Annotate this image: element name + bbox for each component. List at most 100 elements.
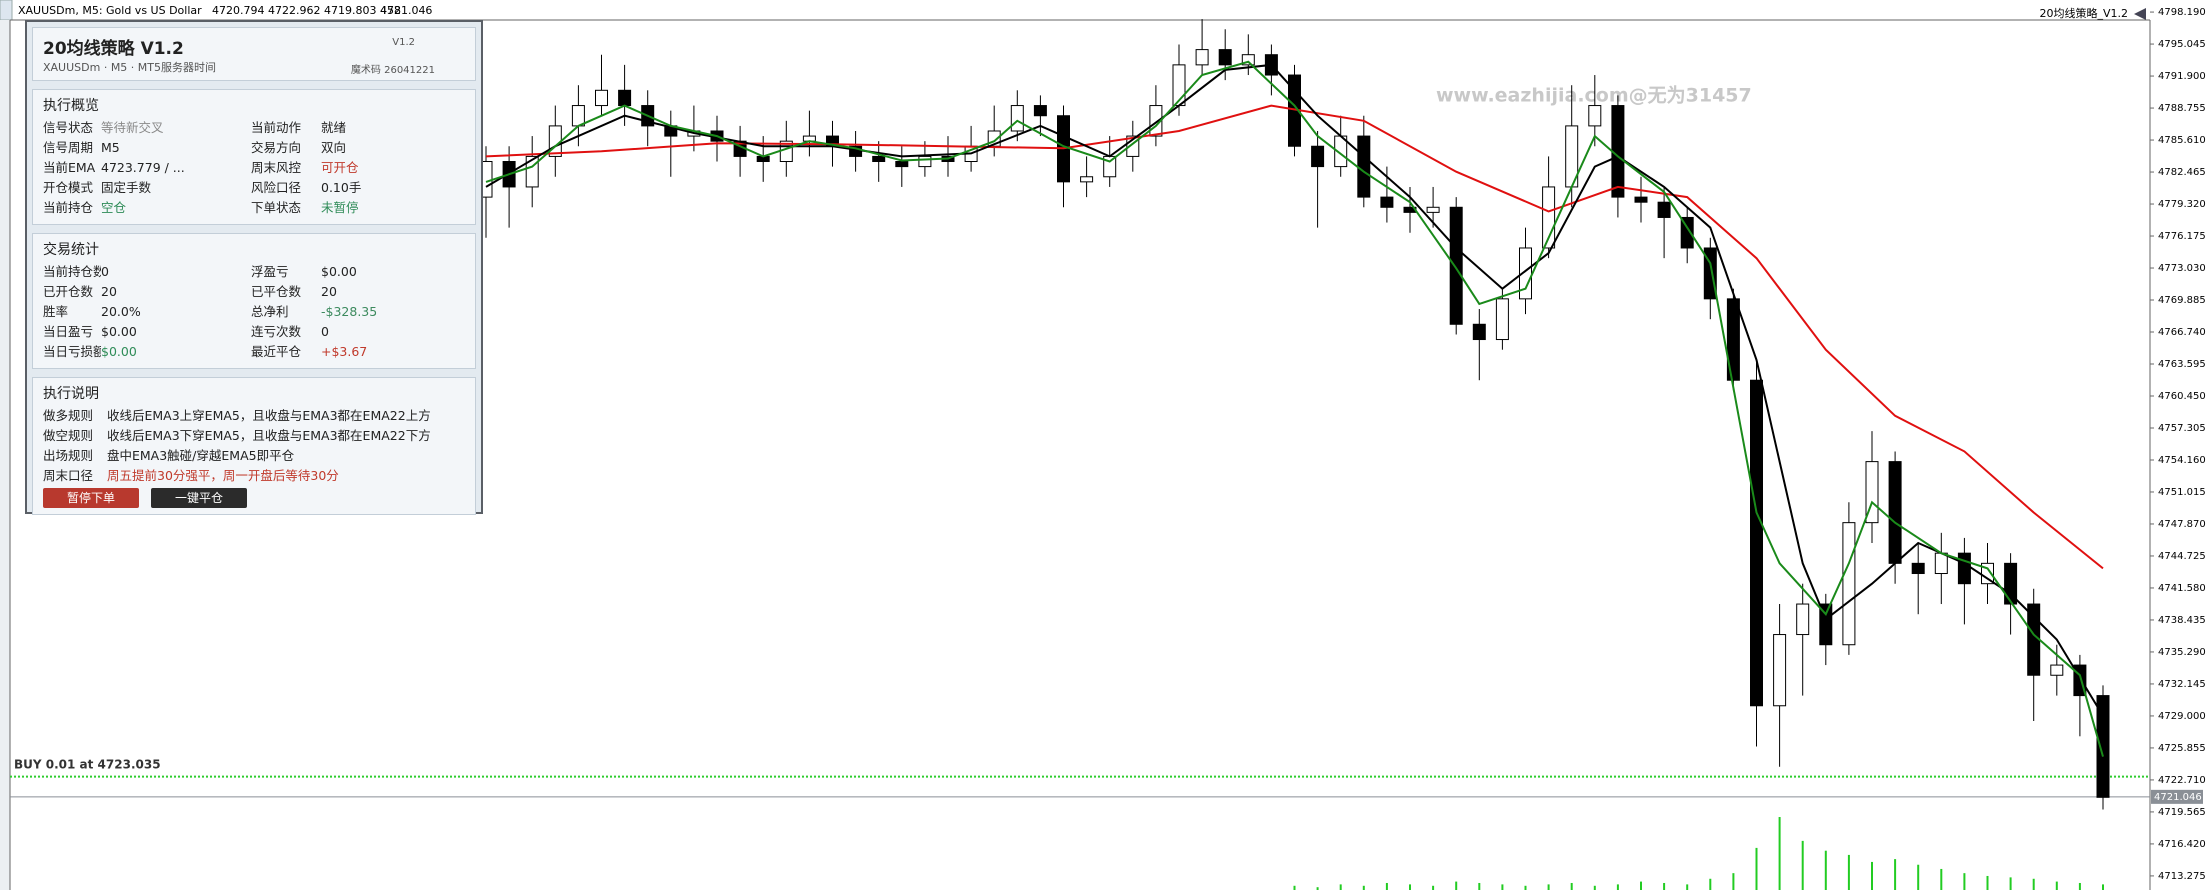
title-bar — [0, 0, 2208, 20]
y-tick-label: 4779.320 — [2158, 199, 2206, 210]
item-label: 最近平仓 — [251, 344, 302, 359]
item-label: 出场规则 — [43, 448, 94, 463]
candle-body — [1657, 201, 1671, 218]
volume-bar — [1986, 875, 1989, 890]
panel-button[interactable]: 一键平仓 — [151, 488, 247, 508]
y-tick-label: 4751.015 — [2158, 487, 2206, 498]
volume-bar — [2102, 884, 2104, 890]
item-label: 当日亏损额 — [43, 344, 101, 359]
item-value: 20 — [321, 284, 337, 299]
button-row: 暂停下单 一键平仓 — [43, 488, 465, 508]
section-grid: 信号状态 等待新交叉 当前动作 就绪 信号周期 M5 交易方向 双向 当前EMA 4723.779… — [43, 118, 465, 218]
item-value: 收线后EMA3上穿EMA5，且收盘与EMA3都在EMA22上方 — [107, 408, 431, 423]
volume-bar — [1963, 873, 1966, 890]
panel-section: 执行说明 做多规则 收线后EMA3上穿EMA5，且收盘与EMA3都在EMA22上方做… — [32, 377, 476, 515]
item-label: 开仓模式 — [43, 180, 94, 195]
candle-body — [1796, 603, 1810, 636]
item-value: M5 — [101, 140, 120, 155]
section-heading: 执行概览 — [43, 98, 99, 114]
candle-body — [571, 105, 585, 127]
candle-body — [2004, 562, 2018, 605]
item-label: 已平仓数 — [251, 284, 302, 299]
item-label: 信号周期 — [43, 140, 94, 155]
y-tick-label: 4769.885 — [2158, 295, 2206, 306]
volume-bar — [1824, 850, 1827, 890]
volume-bar — [1709, 878, 1712, 890]
panel-subtitle: XAUUSDm · M5 · MT5服务器时间 — [43, 61, 217, 74]
item-label: 交易方向 — [251, 140, 302, 155]
volume-bar — [2055, 881, 2058, 890]
y-tick-label: 4744.725 — [2158, 551, 2206, 562]
item-value: 双向 — [321, 140, 347, 155]
item-value: 20 — [101, 284, 117, 299]
y-tick-label: 4776.175 — [2158, 231, 2206, 242]
item-value: 0 — [321, 324, 329, 339]
watermark: www.eazhijia.com@无为31457 — [1436, 84, 1752, 107]
ma-line — [485, 63, 2104, 717]
order-label: BUY 0.01 at 4723.035 — [14, 758, 161, 772]
last-price-tag — [2151, 789, 2203, 804]
item-value: -$328.35 — [321, 304, 378, 319]
volume-bar — [2009, 877, 2012, 890]
candle-body — [1472, 323, 1486, 341]
candle-body — [1010, 105, 1024, 132]
candle-body — [918, 155, 932, 168]
y-tick-label: 4782.465 — [2158, 167, 2206, 178]
item-value: $0.00 — [101, 324, 137, 339]
item-label: 做空规则 — [43, 428, 94, 443]
candle-body — [2027, 603, 2041, 676]
panel-magic: 魔术码 26041221 — [350, 65, 435, 76]
volume-bar — [1293, 885, 1296, 890]
panel-button[interactable]: 暂停下单 — [43, 488, 139, 508]
ohlc-text: 4720.794 4722.962 4719.803 4721.046 — [212, 4, 432, 17]
candle-body — [1680, 216, 1694, 249]
candle-body — [1311, 145, 1325, 168]
y-tick-label: 4722.710 — [2158, 775, 2206, 786]
candle-body — [1634, 196, 1648, 203]
indicator-name: 20均线策略_V1.2 — [2039, 6, 2128, 20]
volume-bar — [1663, 882, 1666, 890]
volume-bar — [1894, 859, 1897, 890]
strategy-panel: 20均线策略 V1.2 V1.2 XAUUSDm · M5 · MT5服务器时间… — [25, 20, 483, 515]
section-heading: 交易统计 — [43, 242, 99, 258]
candle-body — [1495, 298, 1509, 341]
candle-body — [1080, 176, 1094, 183]
y-tick-label: 4763.595 — [2158, 359, 2206, 370]
y-tick-label: 4713.275 — [2158, 871, 2206, 882]
volume-bar — [1801, 840, 1804, 890]
item-label: 周末风控 — [251, 160, 302, 175]
panel-version: V1.2 — [392, 37, 415, 48]
volume-bar — [2032, 878, 2035, 890]
candle-body — [1865, 461, 1879, 524]
item-value: 固定手数 — [101, 180, 152, 195]
ma-line — [485, 60, 2104, 757]
panel-section: 执行概览 信号状态 等待新交叉 当前动作 就绪 信号周期 M5 交易方向 双向 当前EMA 4723… — [32, 89, 476, 225]
volume-bar — [1432, 885, 1435, 890]
candle-body — [1726, 298, 1740, 381]
item-label: 下单状态 — [251, 200, 302, 215]
volume-bar — [2078, 882, 2081, 890]
candle-body — [1911, 562, 1925, 575]
item-value: 等待新交叉 — [101, 120, 164, 135]
y-tick-label: 4757.305 — [2158, 423, 2206, 434]
volume-bar — [1732, 873, 1735, 890]
y-tick-label: 4788.755 — [2158, 103, 2206, 114]
y-tick-label: 4741.580 — [2158, 583, 2206, 594]
volume-bar — [1316, 887, 1319, 890]
y-tick-label: 4719.565 — [2158, 807, 2206, 818]
candle-body — [1426, 206, 1440, 213]
item-value: 0.10手 — [321, 180, 362, 195]
item-label: 当日盈亏 — [43, 324, 94, 339]
item-value: +$3.67 — [321, 344, 368, 359]
panel-section: 交易统计 当前持仓数 0 浮盈亏 $0.00 已开仓数 20 已平仓数 20 胜率 20.0% 总净利… — [32, 233, 476, 369]
y-tick-label: 4738.435 — [2158, 615, 2206, 626]
item-value: 4723.779 / ... — [101, 160, 185, 175]
panel-header: 20均线策略 V1.2 V1.2 XAUUSDm · M5 · MT5服务器时间… — [32, 27, 476, 81]
volume-bar — [1593, 885, 1596, 890]
section-heading: 执行说明 — [43, 386, 99, 402]
item-label: 当前持仓 — [43, 200, 94, 215]
volume-bar — [1686, 884, 1689, 890]
item-value: 空仓 — [101, 200, 127, 215]
candle-body — [1195, 49, 1209, 66]
